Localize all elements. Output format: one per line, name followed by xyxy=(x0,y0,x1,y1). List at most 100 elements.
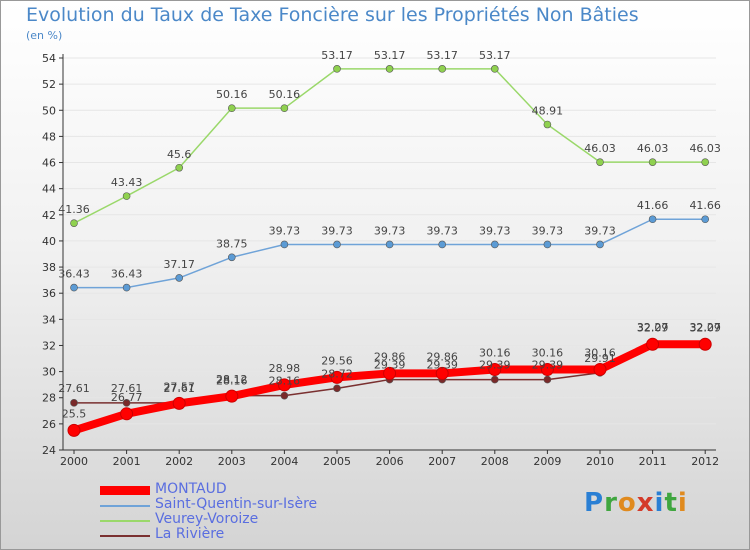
data-point xyxy=(701,215,710,224)
data-label: 41.66 xyxy=(689,199,721,212)
data-label: 28.98 xyxy=(269,362,301,375)
y-tick-label: 54 xyxy=(42,52,56,65)
data-label: 39.73 xyxy=(321,224,353,237)
data-label: 46.03 xyxy=(584,142,616,155)
x-tick-label: 2007 xyxy=(428,455,456,468)
data-label: 39.73 xyxy=(479,224,511,237)
data-point xyxy=(543,240,552,249)
data-point xyxy=(120,407,134,421)
data-point xyxy=(225,389,239,403)
chart-title: Evolution du Taux de Taxe Foncière sur l… xyxy=(26,4,639,26)
legend-label: Veurey-Voroize xyxy=(155,511,259,527)
data-point xyxy=(385,65,394,73)
y-tick-label: 28 xyxy=(42,392,56,405)
x-tick-label: 2002 xyxy=(165,455,193,468)
data-label: 39.73 xyxy=(426,224,458,237)
data-point xyxy=(488,363,502,377)
data-label: 46.03 xyxy=(689,142,721,155)
data-point xyxy=(175,163,183,172)
data-label: 27.61 xyxy=(163,382,195,395)
data-point xyxy=(67,423,81,437)
data-point xyxy=(277,378,291,392)
logo-letter: x xyxy=(636,488,655,518)
data-label: 28.12 xyxy=(216,373,248,386)
data-label: 53.17 xyxy=(479,49,511,62)
data-point xyxy=(330,370,344,384)
data-label: 53.17 xyxy=(426,49,458,62)
data-label: 29.91 xyxy=(584,352,616,365)
data-point xyxy=(698,337,712,351)
data-label: 39.73 xyxy=(532,224,564,237)
data-label: 28.72 xyxy=(321,367,353,380)
data-label: 41.66 xyxy=(637,199,669,212)
y-tick-label: 52 xyxy=(42,78,56,91)
data-point xyxy=(648,215,657,224)
data-point xyxy=(333,384,341,393)
data-point xyxy=(646,337,660,351)
y-tick-label: 38 xyxy=(42,261,56,274)
data-point xyxy=(490,375,499,384)
data-point xyxy=(383,366,397,380)
data-label: 45.6 xyxy=(167,148,192,161)
legend-swatch xyxy=(100,505,150,507)
data-label: 30.16 xyxy=(532,347,564,360)
data-point xyxy=(438,240,447,249)
data-label: 29.86 xyxy=(374,350,406,363)
data-label: 48.91 xyxy=(532,105,564,118)
data-point xyxy=(70,399,78,407)
data-label: 53.17 xyxy=(321,49,353,62)
data-label: 29.39 xyxy=(532,359,564,372)
y-tick-label: 40 xyxy=(42,235,56,248)
data-point xyxy=(701,158,710,166)
y-tick-label: 30 xyxy=(42,366,56,379)
data-label: 28.16 xyxy=(269,375,301,388)
legend-label: MONTAUD xyxy=(155,481,227,497)
data-label: 26.77 xyxy=(111,391,143,404)
x-tick-label: 2001 xyxy=(113,455,141,468)
data-label: 27.61 xyxy=(58,382,90,395)
data-point xyxy=(648,158,657,166)
data-point xyxy=(596,240,604,249)
data-label: 39.73 xyxy=(269,224,301,237)
x-tick-label: 2004 xyxy=(270,455,298,468)
line-chart: 24 26 28 30 32 34 36 38 40 42 44 46 48 50 52 54 2000 2001… xyxy=(42,49,721,468)
data-label: 29.86 xyxy=(426,350,458,363)
data-point xyxy=(490,65,499,73)
legend-label: Saint-Quentin-sur-Isère xyxy=(155,496,318,512)
y-tick-label: 50 xyxy=(42,104,56,117)
logo-letter: t xyxy=(664,488,678,518)
data-point xyxy=(333,240,341,249)
data-point xyxy=(280,240,289,249)
y-tick-label: 34 xyxy=(42,313,56,326)
x-tick-label: 2006 xyxy=(376,455,404,468)
data-point xyxy=(175,274,183,282)
y-tick-label: 24 xyxy=(42,444,56,457)
data-label: 28.16 xyxy=(216,375,248,388)
data-point xyxy=(540,363,554,377)
data-label: 29.39 xyxy=(426,359,458,372)
data-label: 39.73 xyxy=(584,224,616,237)
data-point xyxy=(122,192,131,200)
legend-swatch xyxy=(100,520,150,522)
logo-letter: P xyxy=(584,488,605,518)
y-tick-label: 26 xyxy=(42,418,56,431)
data-label: 46.03 xyxy=(637,142,669,155)
data-point xyxy=(228,104,236,112)
x-tick-label: 2009 xyxy=(533,455,561,468)
logo-letter: i xyxy=(654,488,665,518)
data-label: 29.39 xyxy=(374,359,406,372)
data-label: 38.75 xyxy=(216,237,248,250)
data-point xyxy=(435,366,449,380)
data-point xyxy=(596,158,604,166)
data-point xyxy=(333,65,341,73)
data-point xyxy=(280,391,289,400)
data-point xyxy=(70,219,78,227)
x-tick-label: 2003 xyxy=(218,455,246,468)
data-label: 39.73 xyxy=(374,224,406,237)
legend-swatch xyxy=(100,535,150,537)
y-tick-label: 48 xyxy=(42,130,56,143)
data-label: 32.09 xyxy=(689,321,721,334)
data-point xyxy=(122,399,131,407)
y-tick-label: 42 xyxy=(42,209,56,222)
